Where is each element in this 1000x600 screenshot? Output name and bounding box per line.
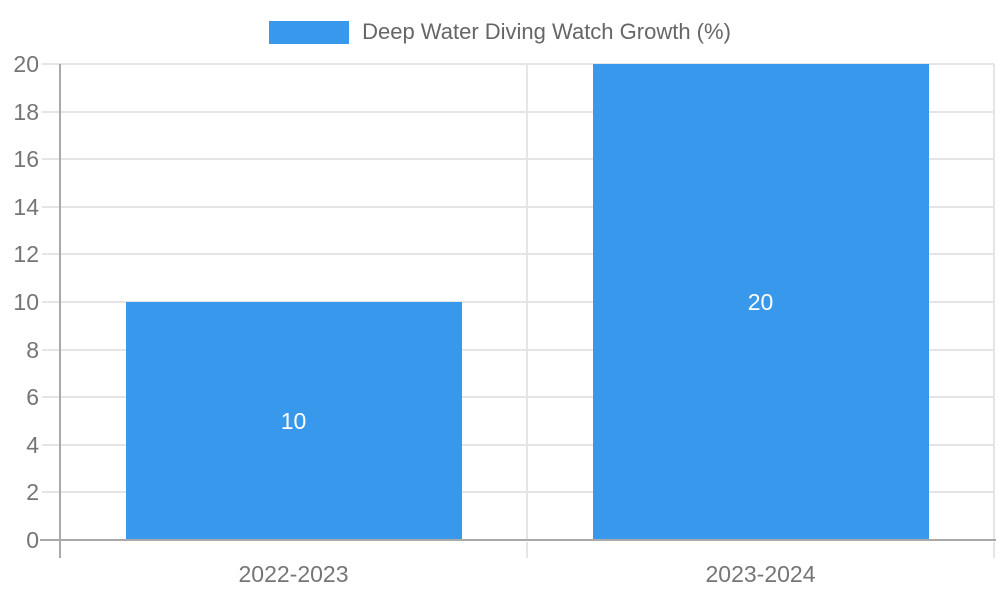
- y-tick-label: 2: [26, 479, 39, 506]
- x-tick-label: 2023-2024: [705, 561, 816, 587]
- legend-label[interactable]: Deep Water Diving Watch Growth (%): [362, 19, 731, 44]
- bar-value-label: 20: [747, 289, 774, 315]
- y-axis-tick: [42, 491, 60, 494]
- y-axis-tick: [42, 348, 60, 351]
- x-axis-tick: [526, 542, 528, 558]
- bar-value-label: 10: [280, 408, 307, 434]
- y-tick-label: 20: [13, 51, 39, 77]
- x-axis-line: [40, 539, 996, 541]
- legend[interactable]: Deep Water Diving Watch Growth (%): [0, 15, 1000, 49]
- y-axis-tick: [42, 253, 60, 256]
- y-axis-tick: [42, 396, 60, 399]
- y-axis-tick: [42, 63, 60, 65]
- y-axis-tick: [42, 443, 60, 446]
- y-tick-label: 18: [13, 98, 39, 125]
- y-tick-label: 10: [13, 289, 39, 315]
- x-axis-tick: [993, 542, 995, 558]
- y-tick-label: 4: [26, 431, 39, 458]
- y-axis-tick: [42, 158, 60, 161]
- y-axis-line: [59, 64, 61, 558]
- legend-swatch[interactable]: [269, 20, 350, 44]
- x-tick-label: 2022-2023: [238, 561, 349, 587]
- y-axis-tick: [42, 110, 60, 113]
- y-tick-label: 0: [26, 527, 39, 553]
- y-tick-label: 8: [26, 336, 39, 363]
- bar: [592, 64, 929, 540]
- y-tick-label: 14: [13, 193, 39, 220]
- gridline-x: [993, 64, 995, 540]
- y-tick-label: 12: [13, 241, 39, 268]
- y-axis-tick: [42, 301, 60, 303]
- gridline-x: [526, 64, 528, 540]
- bar: [125, 302, 462, 540]
- y-axis-tick: [42, 205, 60, 208]
- y-tick-label: 6: [26, 384, 39, 411]
- y-tick-label: 16: [13, 146, 39, 173]
